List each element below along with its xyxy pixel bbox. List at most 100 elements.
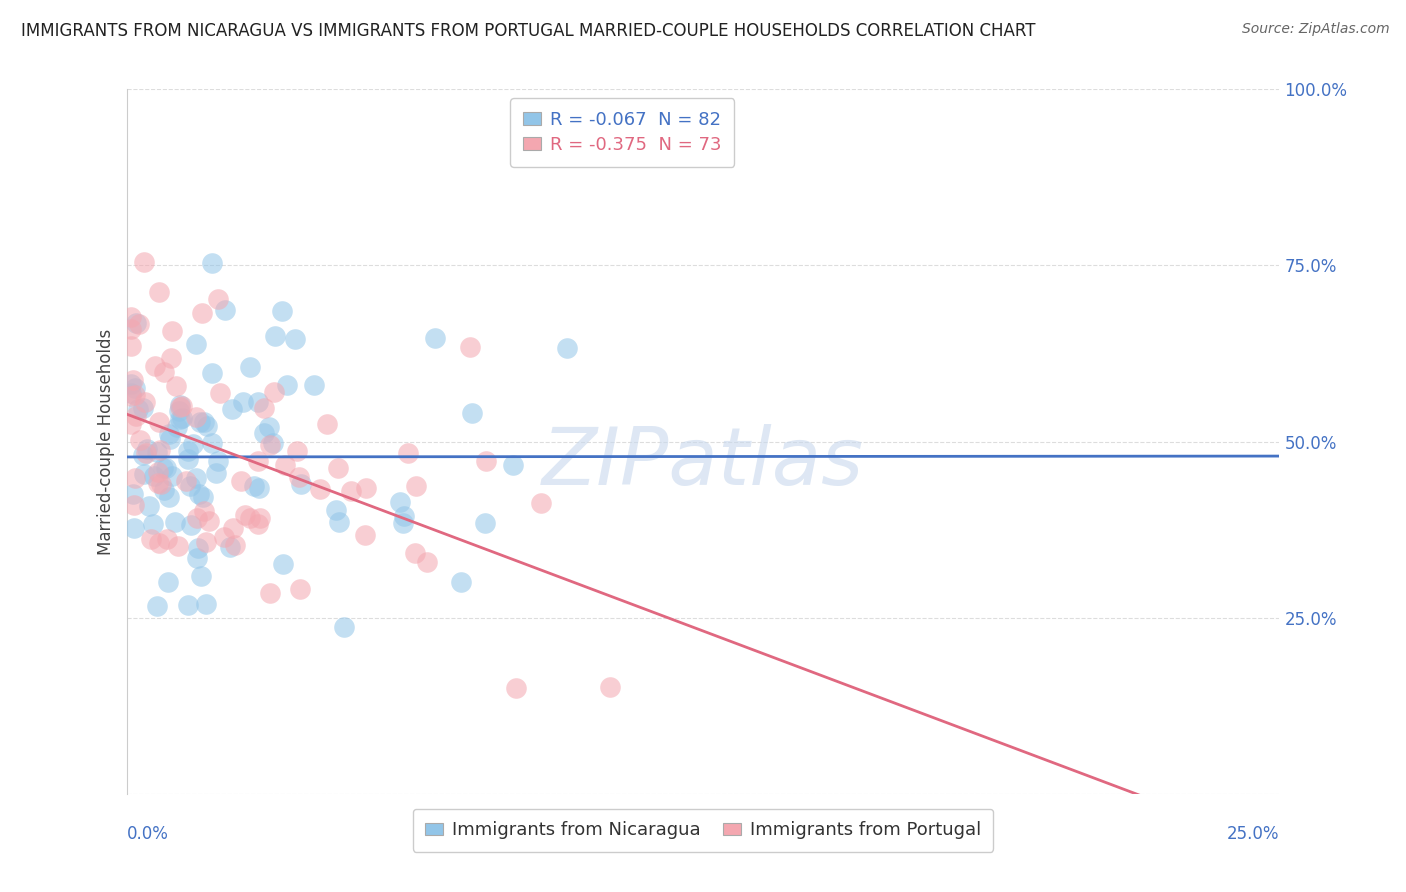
Point (252, 401, 274, 415)
Point (461, 405, 484, 419)
Point (186, 410, 208, 425)
Point (392, 516, 415, 530)
Point (160, 324, 183, 338)
Point (120, 389, 142, 403)
Point (177, 598, 200, 612)
Point (325, 503, 347, 517)
Point (120, 376, 142, 391)
Point (121, 487, 143, 501)
Point (354, 528, 377, 542)
Point (156, 532, 179, 546)
Point (143, 469, 166, 483)
Point (146, 465, 169, 479)
Point (169, 400, 191, 414)
Point (134, 395, 156, 409)
Point (257, 420, 280, 434)
Point (229, 474, 252, 488)
Point (124, 498, 146, 512)
Point (243, 479, 266, 493)
Point (156, 574, 179, 589)
Point (247, 481, 270, 495)
Point (224, 538, 246, 552)
Point (233, 508, 256, 523)
Point (177, 452, 200, 467)
Point (212, 530, 235, 544)
Point (197, 514, 219, 528)
Point (221, 402, 243, 417)
Point (505, 681, 527, 695)
Point (195, 534, 218, 549)
Point (165, 515, 187, 529)
Point (204, 466, 226, 480)
Point (207, 293, 229, 307)
Point (285, 443, 308, 458)
Point (124, 388, 146, 402)
Point (176, 474, 198, 488)
Point (124, 521, 146, 535)
Point (304, 377, 326, 392)
Point (458, 340, 481, 354)
Point (143, 359, 166, 373)
Point (188, 415, 211, 429)
Point (404, 546, 426, 560)
Point (125, 316, 148, 330)
Point (271, 303, 294, 318)
Point (193, 491, 215, 505)
Point (132, 467, 155, 481)
Point (474, 454, 496, 468)
Point (333, 620, 356, 634)
Point (148, 536, 170, 550)
Point (134, 446, 156, 460)
Point (201, 256, 224, 270)
Point (284, 332, 307, 346)
Point (249, 511, 271, 525)
Point (186, 550, 208, 565)
Point (222, 521, 245, 535)
Point (169, 398, 191, 412)
Point (145, 445, 167, 459)
Point (138, 499, 160, 513)
Point (474, 516, 496, 530)
Point (120, 339, 142, 353)
Point (148, 285, 170, 300)
Point (201, 436, 224, 450)
Point (259, 585, 281, 599)
Point (259, 437, 281, 451)
Point (415, 556, 437, 570)
Point (392, 508, 415, 523)
Point (288, 470, 311, 484)
Point (181, 437, 204, 451)
Text: ZIPatlas: ZIPatlas (541, 424, 865, 501)
Point (128, 434, 150, 448)
Point (232, 395, 254, 409)
Point (132, 255, 155, 269)
Point (152, 483, 174, 498)
Point (153, 364, 176, 378)
Point (219, 540, 242, 554)
Point (166, 420, 188, 434)
Point (166, 539, 188, 553)
Point (263, 384, 285, 399)
Point (195, 419, 218, 434)
Point (214, 302, 236, 317)
Point (184, 336, 207, 351)
Point (120, 386, 142, 401)
Point (124, 471, 146, 485)
Text: 0.0%: 0.0% (127, 825, 169, 843)
Point (170, 410, 193, 425)
Text: Source: ZipAtlas.com: Source: ZipAtlas.com (1241, 22, 1389, 37)
Point (160, 351, 183, 365)
Point (149, 476, 172, 491)
Point (170, 399, 193, 413)
Point (146, 599, 169, 614)
Point (142, 517, 165, 532)
Point (274, 458, 297, 473)
Point (599, 681, 621, 695)
Text: IMMIGRANTS FROM NICARAGUA VS IMMIGRANTS FROM PORTUGAL MARRIED-COUPLE HOUSEHOLDS : IMMIGRANTS FROM NICARAGUA VS IMMIGRANTS … (21, 22, 1036, 40)
Point (201, 366, 224, 380)
Point (246, 516, 269, 531)
Point (184, 471, 207, 485)
Point (193, 415, 215, 429)
Point (120, 322, 142, 336)
Point (263, 329, 285, 343)
